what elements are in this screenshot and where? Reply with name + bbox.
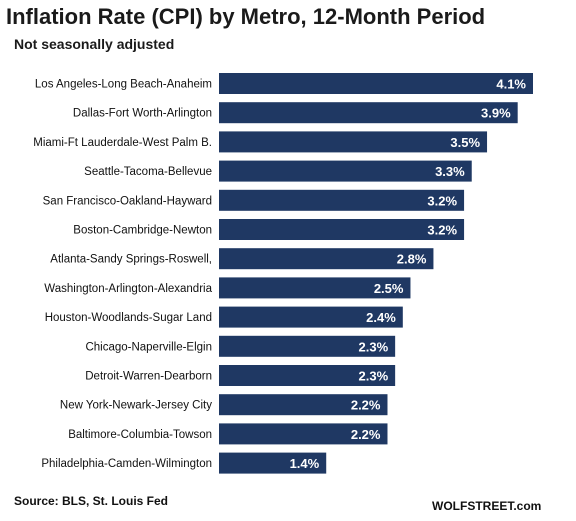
bar	[219, 73, 533, 94]
chart-title: Inflation Rate (CPI) by Metro, 12-Month …	[6, 4, 486, 29]
bar	[219, 102, 518, 124]
bars	[219, 73, 533, 474]
value-label: 3.2%	[427, 223, 457, 238]
bar	[219, 452, 327, 474]
bar	[219, 394, 388, 416]
bar	[219, 219, 465, 240]
category-label: Dallas-Fort Worth-Arlington	[73, 108, 212, 120]
category-label: Detroit-Warren-Dearborn	[85, 371, 212, 383]
value-label: 1.4%	[290, 456, 320, 471]
bar	[219, 248, 434, 270]
category-label: Chicago-Naperville-Elgin	[85, 341, 212, 353]
value-label: 2.3%	[359, 369, 389, 384]
bar	[219, 131, 488, 153]
category-label: Atlanta-Sandy Springs-Roswell,	[50, 254, 212, 266]
category-label: Los Angeles-Long Beach-Anaheim	[35, 79, 212, 91]
bar	[219, 189, 465, 211]
bar	[219, 160, 472, 182]
value-label: 3.5%	[450, 135, 480, 150]
value-label: 2.8%	[397, 252, 427, 267]
category-label: Baltimore-Columbia-Towson	[68, 429, 212, 441]
bar	[219, 306, 403, 328]
value-label: 4.1%	[496, 77, 526, 92]
value-label: 3.9%	[481, 106, 511, 121]
site-credit: WOLFSTREET.com	[432, 499, 542, 513]
category-label: Philadelphia-Camden-Wilmington	[41, 458, 212, 470]
bar	[219, 365, 396, 386]
source-note: Source: BLS, St. Louis Fed	[14, 494, 169, 508]
category-label: Houston-Woodlands-Sugar Land	[45, 312, 212, 324]
value-label: 3.3%	[435, 164, 465, 179]
category-label: Washington-Arlington-Alexandria	[44, 283, 212, 295]
value-label: 2.2%	[351, 398, 381, 413]
bar	[219, 423, 388, 445]
category-label: San Francisco-Oakland-Hayward	[43, 195, 212, 207]
value-label: 2.3%	[359, 339, 389, 354]
category-label: New York-Newark-Jersey City	[60, 400, 212, 412]
category-label: Miami-Ft Lauderdale-West Palm B.	[33, 137, 212, 149]
category-label: Seattle-Tacoma-Bellevue	[84, 166, 212, 178]
value-label: 2.4%	[366, 310, 396, 325]
category-labels: Los Angeles-Long Beach-Anaheim Dallas-For…	[33, 79, 212, 471]
value-labels: 4.1%3.9%3.5%3.3%3.2%3.2%2.8%2.5%2.4%2.3%…	[290, 77, 527, 472]
bar	[219, 335, 396, 357]
bar	[219, 277, 411, 299]
value-label: 3.2%	[427, 193, 457, 208]
value-label: 2.5%	[374, 281, 404, 296]
category-label: Boston-Cambridge-Newton	[73, 225, 212, 237]
value-label: 2.2%	[351, 427, 381, 442]
chart-subtitle: Not seasonally adjusted	[14, 36, 175, 52]
